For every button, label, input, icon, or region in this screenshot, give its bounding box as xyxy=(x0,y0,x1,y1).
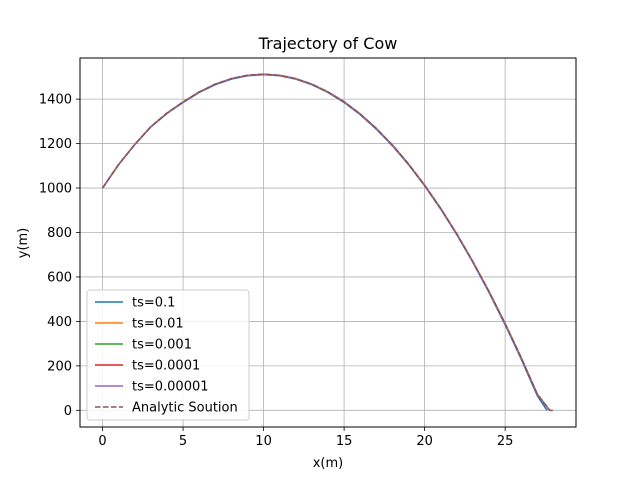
legend-label-4: ts=0.0001 xyxy=(132,359,200,374)
x-tick-label: 0 xyxy=(98,434,106,449)
x-axis-label: x(m) xyxy=(313,456,344,471)
chart-title: Trajectory of Cow xyxy=(258,34,398,53)
legend-box xyxy=(86,289,250,421)
axis-ticks: 0 5 10 15 20 25 0 200 400 600 800 1000 1200 1400 xyxy=(39,93,514,449)
x-tick-label: 5 xyxy=(179,434,187,449)
y-tick-label: 800 xyxy=(47,226,72,241)
legend-label-3: ts=0.001 xyxy=(132,338,192,353)
x-tick-label: 15 xyxy=(336,434,353,449)
legend: ts=0.1 ts=0.01 ts=0.001 ts=0.0001 ts=0.00001… xyxy=(86,289,250,421)
x-tick-label: 10 xyxy=(255,434,272,449)
legend-label-2: ts=0.01 xyxy=(132,317,184,332)
plot-area-frame xyxy=(79,57,577,428)
series-lines xyxy=(101,73,554,412)
y-tick-label: 400 xyxy=(47,315,72,330)
y-tick-label: 1400 xyxy=(39,93,72,108)
y-tick-label: 200 xyxy=(47,359,72,374)
y-tick-label: 1000 xyxy=(39,182,72,197)
y-tick-label: 0 xyxy=(64,404,72,419)
x-tick-label: 25 xyxy=(497,434,514,449)
x-tick-label: 20 xyxy=(416,434,433,449)
y-axis-label: y(m) xyxy=(16,228,31,259)
legend-label-5: ts=0.00001 xyxy=(132,380,209,395)
legend-label-1: ts=0.1 xyxy=(132,296,175,311)
y-tick-label: 1200 xyxy=(39,137,72,152)
series-line-6 xyxy=(101,73,554,412)
y-tick-label: 600 xyxy=(47,270,72,285)
grid-lines xyxy=(80,58,576,427)
legend-label-6: Analytic Soution xyxy=(132,401,238,416)
